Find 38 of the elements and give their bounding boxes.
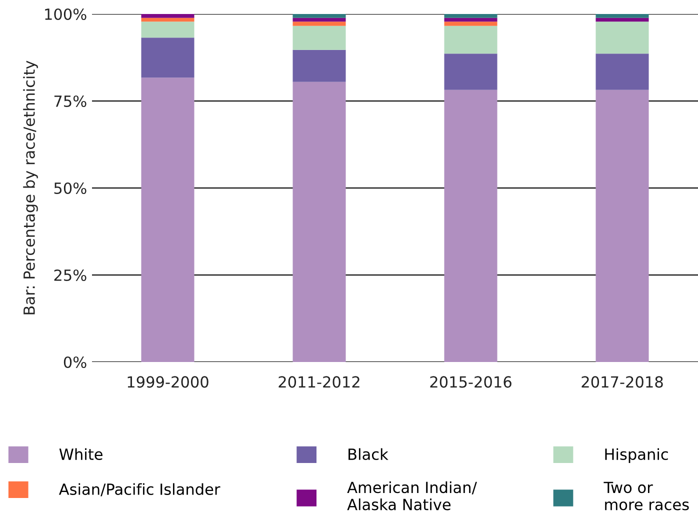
bar: [444, 22, 498, 26]
bar: [444, 14, 498, 18]
legend-label: Black: [348, 448, 388, 460]
y-axis-title: Bar: Percentage by race/ethnicity: [23, 60, 38, 314]
x-tick-label: 2015-2016: [430, 376, 512, 388]
bar: [292, 26, 346, 50]
legend-label: Two or more races: [604, 482, 689, 510]
x-tick-label: 1999-2000: [128, 376, 208, 388]
y-tick-label: 25%: [54, 269, 86, 282]
legend-label: White: [59, 448, 102, 460]
bar: [141, 14, 194, 18]
bar: [596, 22, 649, 54]
bar: [292, 50, 346, 82]
bar: [596, 54, 649, 90]
bar: [596, 14, 649, 18]
bar: [292, 22, 346, 26]
bar: [141, 78, 194, 362]
y-tick-label: 100%: [45, 8, 86, 20]
bar: [292, 18, 346, 22]
bar: [141, 18, 194, 22]
legend-label: Hispanic: [605, 448, 668, 463]
y-tick-label: 0%: [64, 356, 86, 368]
bar: [596, 18, 649, 22]
x-tick-label: 2011-2012: [278, 376, 360, 388]
bar: [292, 14, 346, 18]
y-tick-label: 75%: [54, 95, 86, 108]
bar: [292, 82, 346, 362]
legend-label: Asian/Pacific Islander: [58, 483, 220, 496]
bar: [141, 22, 194, 38]
bar: [444, 26, 498, 54]
legend-label: American Indian/ Alaska Native: [347, 481, 477, 510]
bar: [596, 90, 649, 362]
x-tick-label: 2017-2018: [582, 376, 663, 388]
bar: [444, 90, 498, 362]
bar: [444, 54, 498, 90]
bar: [444, 18, 498, 22]
y-tick-label: 50%: [54, 182, 86, 194]
bar: [141, 38, 194, 78]
